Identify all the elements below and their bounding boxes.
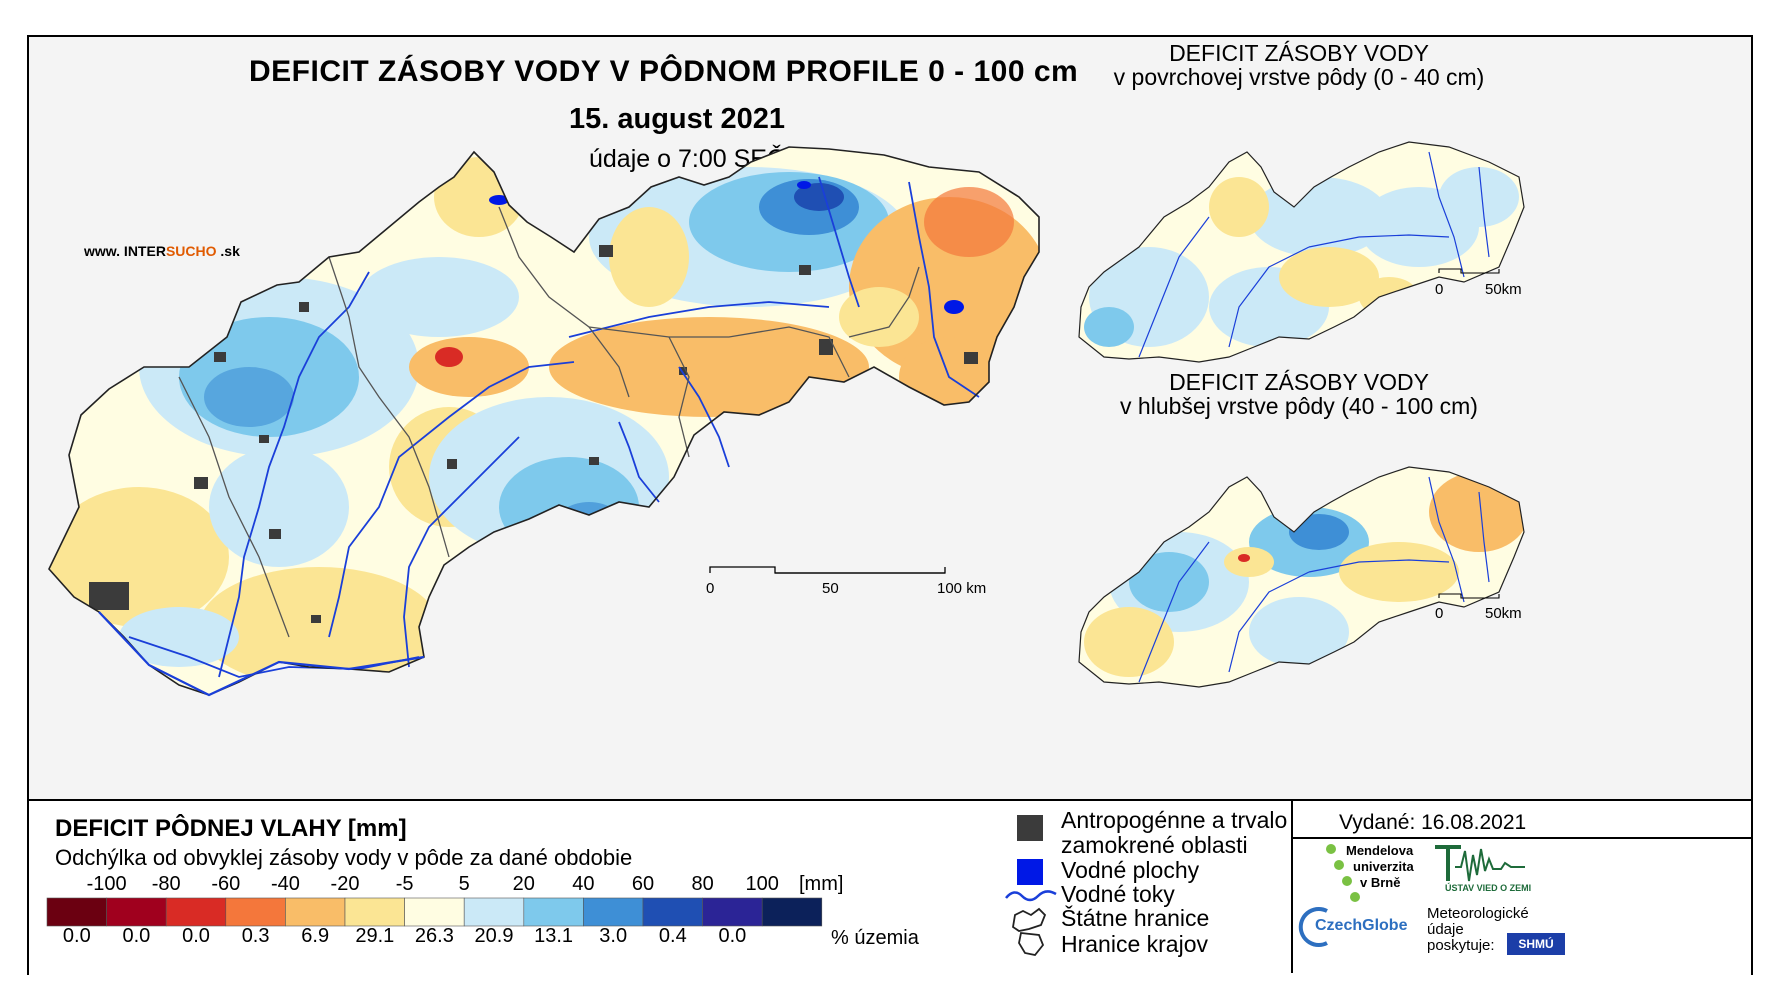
legend-subtitle: Odchýlka od obvyklej zásoby vody v pôde … [55,845,633,870]
region-border-icon [1018,932,1045,956]
legend-panel: DEFICIT PÔDNEJ VLAHY [mm] Odchýlka od ob… [29,799,1751,975]
percent-row: 0.0 0.0 0.0 0.3 6.9 29.1 26.3 20.9 13.1 3.0 0.4 0.0 [29,925,929,951]
main-map-fill [49,147,1039,695]
percent-value-10: 0.4 [658,925,687,947]
percent-value-5: 29.1 [355,925,395,947]
percent-value-6: 26.3 [414,925,454,947]
main-scale-100: 100 km [937,580,987,597]
rivers-label: Vodné toky [1061,881,1175,907]
colorbar-class-3 [225,897,286,927]
break-label-8: 40 [572,873,595,895]
issued-date: Vydané: 16.08.2021 [1339,811,1527,834]
main-date: 15. august 2021 [569,103,785,135]
percent-value-8: 13.1 [534,925,574,947]
inset-bottom-scale-0: 0 [1435,605,1444,622]
mendel-text-2: univerzita [1353,859,1414,874]
main-title: DEFICIT ZÁSOBY VODY V PÔDNOM PROFILE 0 -… [249,55,1079,88]
mendel-text-3: v Brně [1360,875,1401,890]
colorbar-class-5 [344,897,405,927]
urban-symbol [1017,815,1043,841]
break-label-2: -60 [211,873,241,895]
break-label-6: 5 [458,873,470,895]
mendel-text-1: Mendelova [1346,843,1414,858]
percent-value-9: 3.0 [599,925,628,947]
colorbar-class-6 [404,897,465,927]
break-label-11: 100 [745,873,779,895]
main-rivers [128,176,980,678]
main-scale-bar [709,566,946,574]
break-label-3: -40 [270,873,300,895]
colorbar-class-10 [642,897,703,927]
meteo-text-3: poskytuje: [1427,937,1495,954]
inset-bottom-title-2: v hlubšej vrstve pôdy (40 - 100 cm) [1120,393,1478,419]
state-border-icon [1012,907,1047,932]
break-label-1: -80 [151,873,181,895]
mendel-logo-icon [1326,844,1360,902]
uvgz-logo-icon [1435,845,1525,882]
colorbar [46,897,823,927]
percent-value-0: 0.0 [62,925,91,947]
water-symbol [1017,859,1043,885]
uvgz-text: ÚSTAV VIED O ZEMI [1445,883,1532,893]
colorbar-class-2 [165,897,227,927]
percent-value-4: 6.9 [301,925,330,947]
urban-label-2: zamokrené oblasti [1061,832,1248,858]
main-region-borders [178,206,920,638]
break-label-9: 60 [631,873,655,895]
inset-bottom-map [1078,466,1525,688]
brand-suffix: .sk [216,243,240,259]
colorbar-class-1 [106,897,167,927]
percent-value-11: 0.0 [718,925,747,947]
brand-mid: SUCHO [165,243,217,259]
inset-top-title-1: DEFICIT ZÁSOBY VODY [1169,40,1429,66]
colorbar-class-11 [702,897,763,927]
percent-value-2: 0.0 [182,925,210,947]
main-scale-50: 50 [822,580,839,597]
colorbar-class-9 [583,897,644,927]
colorbar-labels: -100 -80 -60 -40 -20 -5 5 20 40 60 80 100 [29,873,929,899]
main-map [48,146,1040,697]
water-label: Vodné plochy [1061,857,1200,883]
meteo-text-2: údaje [1427,921,1464,938]
break-label-7: 20 [512,873,535,895]
map-area: DEFICIT ZÁSOBY VODY V PÔDNOM PROFILE 0 -… [29,37,1751,799]
inset-bottom-scale-50: 50km [1485,605,1522,622]
percent-value-1: 0.0 [122,925,151,947]
shmu-logo: SHMÚ [1507,933,1565,955]
inset-top-scale-50: 50km [1485,281,1522,298]
danube-river [98,611,425,697]
legend-title: DEFICIT PÔDNEJ VLAHY [mm] [55,815,407,842]
break-label-10: 80 [691,873,714,895]
colorbar-class-12 [761,897,823,927]
credits-divider [1291,801,1293,973]
percent-unit: % územia [831,927,919,949]
czechglobe-text: CzechGlobe [1315,917,1408,934]
main-scale-0: 0 [706,580,715,597]
colorbar-unit: [mm] [799,873,844,895]
inset-top-map [1078,141,1525,363]
river-symbol-icon [1005,890,1057,902]
inset-top-scale-0: 0 [1435,281,1444,298]
credits-hline [1291,837,1751,839]
region-border-label: Hranice krajov [1061,931,1208,957]
main-state-border [48,146,1040,696]
inset-top-title-2: v povrchovej vrstve pôdy (0 - 40 cm) [1113,64,1485,90]
break-label-5: -5 [395,873,414,895]
meteo-text-1: Meteorologické [1427,905,1529,922]
inset-bottom-title-1: DEFICIT ZÁSOBY VODY [1169,369,1429,395]
colorbar-class-8 [523,897,584,927]
intersucho-logo: www. INTERSUCHO .sk [84,243,240,259]
czechglobe-logo-icon [1298,907,1328,947]
map-frame: DEFICIT ZÁSOBY VODY V PÔDNOM PROFILE 0 -… [27,35,1753,975]
colorbar-class-0 [46,897,107,927]
state-border-label: Štátne hranice [1061,905,1210,931]
urban-label-1: Antropogénne a trvalo [1061,807,1288,833]
percent-value-3: 0.3 [241,925,270,947]
colorbar-class-4 [285,897,346,927]
colorbar-class-7 [463,897,525,927]
percent-value-7: 20.9 [474,925,514,947]
brand-prefix: www. INTER [84,243,166,259]
break-label-4: -20 [330,873,360,895]
break-label-0: -100 [86,873,127,895]
